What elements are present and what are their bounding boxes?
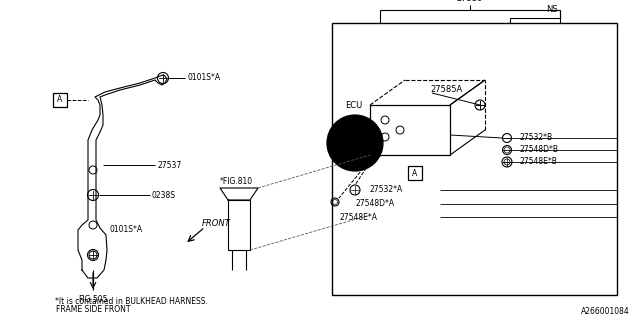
Text: 0101S*A: 0101S*A bbox=[110, 226, 143, 235]
Text: FRAME SIDE FRONT: FRAME SIDE FRONT bbox=[56, 306, 131, 315]
Text: A266001084: A266001084 bbox=[581, 308, 630, 316]
Text: 0238S: 0238S bbox=[152, 190, 176, 199]
Text: *FIG.810: *FIG.810 bbox=[220, 178, 253, 187]
Text: 27548D*A: 27548D*A bbox=[355, 199, 394, 209]
Text: 27537: 27537 bbox=[157, 161, 181, 170]
Circle shape bbox=[341, 129, 369, 157]
Bar bbox=[228, 200, 250, 250]
Circle shape bbox=[327, 115, 383, 171]
Text: FIG.505: FIG.505 bbox=[78, 295, 108, 305]
Text: 27532*A: 27532*A bbox=[370, 186, 403, 195]
Text: A: A bbox=[58, 95, 63, 105]
Text: 27532*B: 27532*B bbox=[520, 133, 553, 142]
Text: NS: NS bbox=[546, 5, 558, 14]
Text: 27585A: 27585A bbox=[430, 85, 462, 94]
Text: FRONT: FRONT bbox=[202, 220, 231, 228]
Bar bbox=[332, 23, 617, 295]
Bar bbox=[408, 166, 422, 180]
Text: *It is contained in BULKHEAD HARNESS.: *It is contained in BULKHEAD HARNESS. bbox=[55, 298, 208, 307]
Text: 0101S*A: 0101S*A bbox=[187, 74, 220, 83]
Bar bbox=[370, 105, 450, 155]
Text: 27539: 27539 bbox=[457, 0, 483, 3]
Text: ECU: ECU bbox=[345, 100, 362, 109]
Text: A: A bbox=[412, 169, 418, 178]
Text: 27548D*B: 27548D*B bbox=[520, 146, 559, 155]
Text: H/U: H/U bbox=[345, 116, 360, 124]
Text: 27548E*B: 27548E*B bbox=[520, 157, 558, 166]
Bar bbox=[53, 93, 67, 107]
Text: 27548E*A: 27548E*A bbox=[340, 212, 378, 221]
